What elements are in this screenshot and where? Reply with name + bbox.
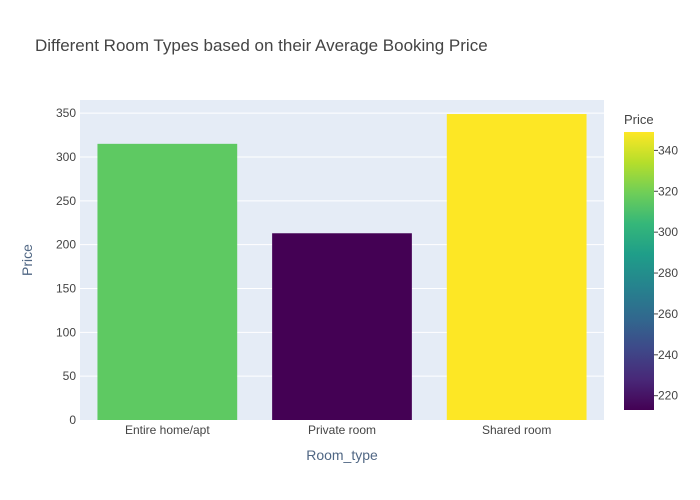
x-ticks: Entire home/apt Private room Shared room	[125, 423, 551, 437]
bar-shared-room[interactable]	[446, 114, 587, 420]
chart-title: Different Room Types based on their Aver…	[35, 36, 488, 55]
y-axis-title: Price	[19, 244, 35, 276]
x-tick-label: Entire home/apt	[125, 423, 210, 437]
y-tick-label: 0	[69, 413, 76, 427]
colorbar-tick-label: 280	[658, 266, 678, 280]
y-tick-label: 250	[56, 194, 76, 208]
x-tick-label: Shared room	[482, 423, 551, 437]
bars	[97, 114, 587, 420]
bar-private-room[interactable]	[272, 233, 412, 420]
colorbar-tick-label: 240	[658, 348, 678, 362]
y-tick-label: 350	[56, 106, 76, 120]
x-tick-label: Private room	[308, 423, 376, 437]
y-tick-label: 150	[56, 281, 76, 295]
colorbar-title: Price	[624, 112, 654, 127]
colorbar-tick-label: 220	[658, 389, 678, 403]
y-tick-label: 200	[56, 238, 76, 252]
colorbar-tick-label: 320	[658, 184, 678, 198]
colorbar: Price 220 240 260 280 300 320 340	[624, 112, 678, 410]
x-axis-title: Room_type	[306, 447, 378, 463]
colorbar-tick-label: 340	[658, 143, 678, 157]
colorbar-gradient	[624, 132, 654, 410]
y-tick-label: 50	[63, 369, 77, 383]
y-tick-label: 100	[56, 325, 76, 339]
colorbar-tick-label: 260	[658, 307, 678, 321]
colorbar-ticks: 220 240 260 280 300 320 340	[654, 143, 678, 403]
y-ticks: 0 50 100 150 200 250 300 350	[56, 106, 76, 427]
bar-entire-home-apt[interactable]	[97, 143, 238, 420]
colorbar-tick-label: 300	[658, 225, 678, 239]
y-tick-label: 300	[56, 150, 76, 164]
